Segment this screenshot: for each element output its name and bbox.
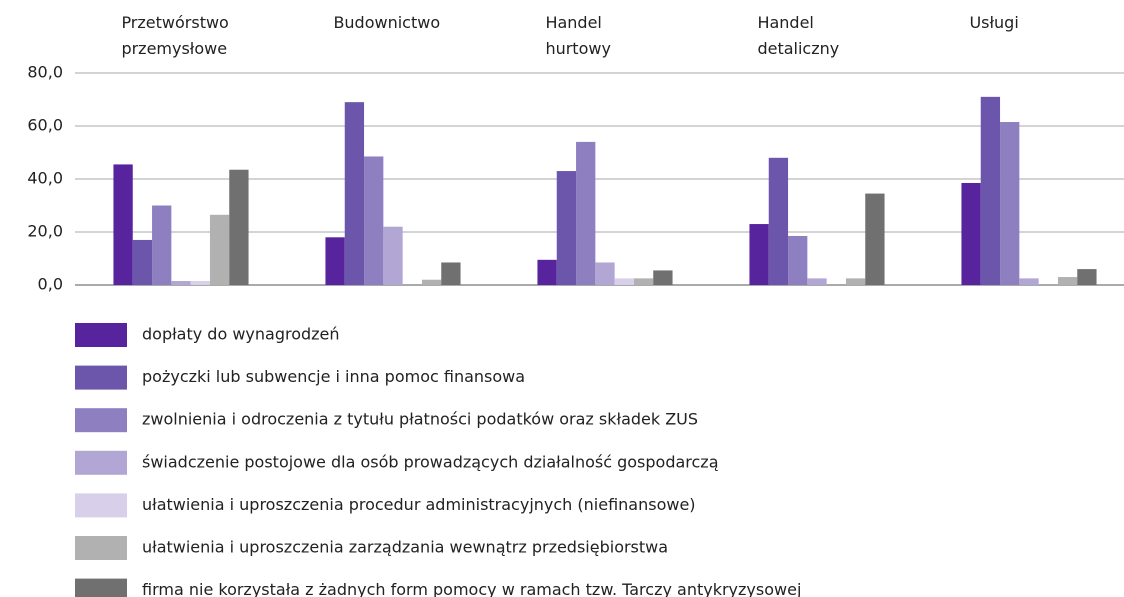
bar xyxy=(865,193,885,285)
bar xyxy=(653,270,673,285)
bar xyxy=(1000,122,1020,286)
bar xyxy=(152,205,172,285)
bar xyxy=(344,102,365,286)
legend-swatch xyxy=(75,450,127,475)
legend-label: zwolnienia i odroczenia z tytułu płatnoś… xyxy=(142,410,698,429)
bar xyxy=(1057,277,1078,285)
bar xyxy=(576,141,596,285)
bar xyxy=(614,278,634,285)
legend-swatch xyxy=(75,493,127,518)
legend-label: dopłaty do wynagrodzeń xyxy=(142,325,340,344)
bar xyxy=(209,214,230,285)
legend-swatch xyxy=(75,536,127,560)
bar xyxy=(845,278,866,285)
y-tick-label: 40,0 xyxy=(27,169,63,188)
bar xyxy=(807,278,827,285)
x-tick-label: Handel hurtowy xyxy=(545,13,611,58)
bar xyxy=(364,156,384,285)
y-tick-label: 80,0 xyxy=(27,63,63,82)
y-tick-label: 0,0 xyxy=(38,275,63,294)
bar xyxy=(132,239,153,285)
bar xyxy=(229,169,249,285)
legend-swatch xyxy=(75,408,127,433)
legend-label: ułatwienia i uproszczenia procedur admin… xyxy=(142,495,696,514)
y-tick-label: 20,0 xyxy=(27,222,63,241)
x-tick-label: Usługi xyxy=(969,13,1019,32)
legend-swatch xyxy=(75,323,127,347)
legend-label: świadczenie postojowe dla osób prowadząc… xyxy=(142,452,719,471)
bar xyxy=(1077,269,1097,285)
bar xyxy=(421,279,442,285)
y-tick-label: 60,0 xyxy=(27,116,63,135)
bar xyxy=(556,171,577,285)
bar xyxy=(171,281,191,285)
x-tick-label: Budownictwo xyxy=(333,13,441,32)
bar xyxy=(595,262,615,285)
bar xyxy=(113,164,133,285)
bar xyxy=(768,157,789,285)
bar xyxy=(537,259,557,285)
bar xyxy=(749,224,769,285)
x-tick-label: Handel detaliczny xyxy=(757,13,840,58)
bar xyxy=(190,281,210,285)
bar xyxy=(788,235,808,285)
legend-swatch xyxy=(75,578,127,597)
bar xyxy=(325,237,345,285)
legend-label: firma nie korzystała z żadnych form pomo… xyxy=(142,580,801,597)
bar xyxy=(980,96,1001,285)
bar xyxy=(961,182,981,285)
x-tick-label: Przetwórstwo przemysłowe xyxy=(121,13,229,58)
bar xyxy=(441,262,461,285)
legend-swatch xyxy=(75,365,127,390)
bar xyxy=(1019,278,1039,285)
bar xyxy=(383,226,403,285)
legend-label: ułatwienia i uproszczenia zarządzania we… xyxy=(142,538,668,557)
legend-label: pożyczki lub subwencje i inna pomoc fina… xyxy=(142,367,525,386)
bar xyxy=(633,278,654,285)
